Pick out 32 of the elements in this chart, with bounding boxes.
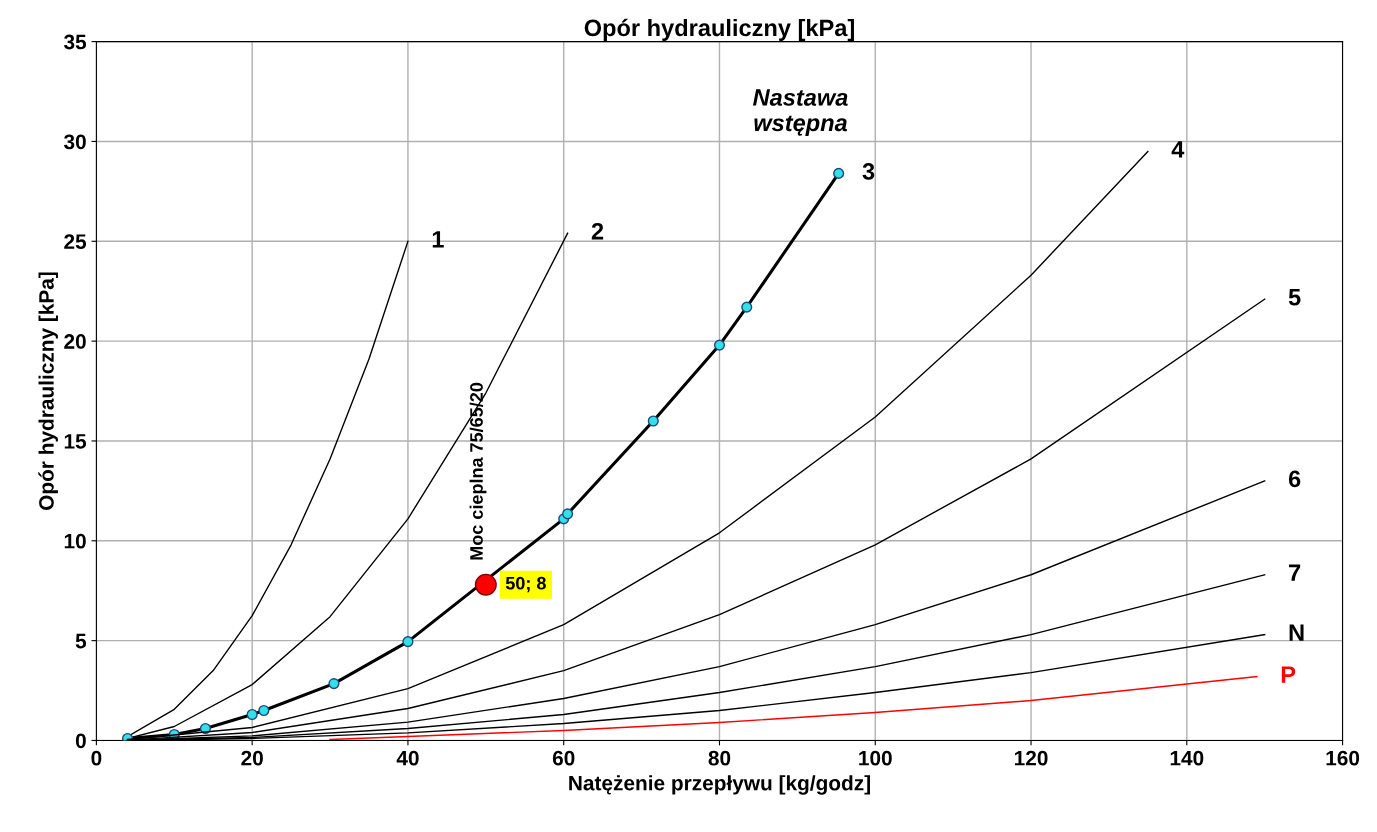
series-label: P bbox=[1281, 666, 1296, 683]
x-tick-label: 40 bbox=[396, 750, 419, 766]
annotation: Moc cieplna 75/65/20 bbox=[469, 382, 487, 560]
y-tick-label: 0 bbox=[75, 733, 86, 749]
y-tick-label: 25 bbox=[64, 234, 87, 250]
y-tick-label: 30 bbox=[63, 134, 86, 150]
chart-title: Opór hydrauliczny [kPa] bbox=[584, 18, 854, 41]
x-tick-label: 160 bbox=[1326, 750, 1360, 766]
series-label: 7 bbox=[1289, 564, 1301, 581]
series-label: N bbox=[1289, 624, 1304, 641]
x-axis-title: Natężenie przepływu [kg/godz] bbox=[569, 775, 870, 795]
y-tick-label: 15 bbox=[64, 434, 87, 449]
y-tick-label: 35 bbox=[63, 34, 87, 50]
x-tick-label: 20 bbox=[241, 750, 263, 766]
series-label: 5 bbox=[1288, 289, 1301, 306]
y-axis-title: Opór hydrauliczny [kPa] bbox=[38, 272, 58, 510]
series-label: 6 bbox=[1288, 470, 1301, 488]
data-label: 50; 8 bbox=[505, 576, 546, 593]
series-label: 1 bbox=[432, 231, 444, 248]
y-tick-label: 10 bbox=[64, 533, 86, 549]
y-tick-label: 20 bbox=[64, 334, 86, 349]
y-tick-label: 5 bbox=[75, 633, 87, 649]
x-tick-label: 60 bbox=[552, 750, 575, 766]
series-label: 4 bbox=[1171, 141, 1185, 158]
x-tick-label: 120 bbox=[1014, 750, 1048, 766]
x-tick-label: 100 bbox=[859, 750, 892, 766]
x-tick-label: 0 bbox=[91, 750, 102, 766]
series-label: 2 bbox=[591, 222, 604, 240]
annotation: Nastawa wstępna bbox=[753, 89, 848, 136]
x-tick-label: 140 bbox=[1170, 750, 1204, 766]
series-label: 3 bbox=[862, 163, 875, 180]
x-tick-label: 80 bbox=[708, 750, 731, 766]
